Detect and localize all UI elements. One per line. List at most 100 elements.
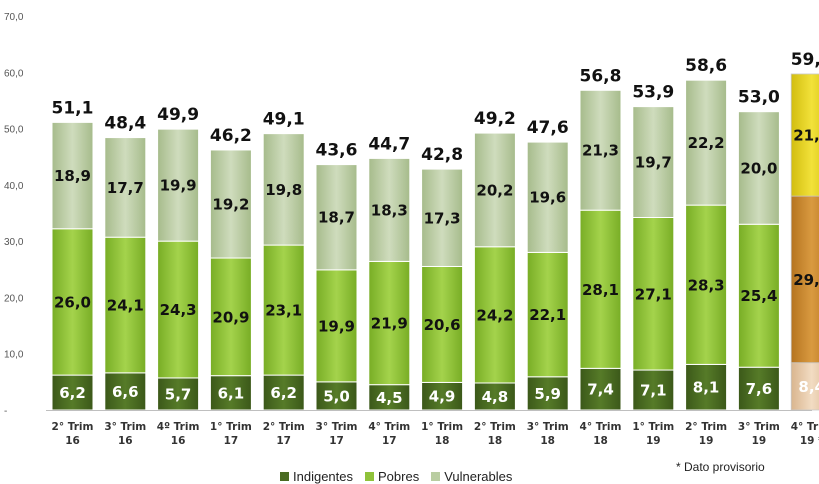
x-tick-label: 2° Trim 19 [685, 421, 727, 447]
bar-total-label: 48,4 [104, 114, 146, 134]
bar-total-label: 43,6 [316, 141, 358, 161]
x-tick-label: 1° Trim 19 [632, 421, 674, 447]
segment-value-label: 7,6 [746, 380, 773, 398]
segment-value-label: 27,1 [635, 285, 672, 303]
segment-value-label: 20,6 [424, 316, 461, 334]
legend-label-vulnerables: Vulnerables [444, 468, 513, 484]
bar-total-label: 53,0 [738, 88, 780, 108]
bar-segment-pobres [421, 265, 464, 383]
bar-segment-pobres [790, 195, 819, 364]
y-tick-label: 60,0 [4, 68, 24, 79]
segment-value-label: 17,7 [107, 179, 144, 197]
bar-total-label: 49,9 [157, 105, 199, 125]
footnote: * Dato provisorio [676, 460, 765, 474]
segment-value-label: 4,9 [429, 388, 456, 406]
segment-value-label: 19,2 [212, 195, 249, 213]
x-tick-label: 4º Trim 16 [157, 421, 200, 447]
y-tick-label: 50,0 [4, 125, 24, 136]
bar-segment-pobres [51, 228, 94, 376]
segment-value-label: 7,1 [640, 382, 667, 400]
bar-total-label: 53,9 [632, 83, 674, 103]
bar-segment-pobres [157, 240, 200, 379]
segment-value-label: 20,0 [740, 159, 777, 177]
bar-total-label: 44,7 [368, 134, 410, 154]
legend-label-indigentes: Indigentes [293, 468, 353, 484]
x-tick-label: 1° Trim 17 [210, 421, 252, 447]
bar-segment-vulnerables [737, 111, 780, 225]
y-tick-label: - [4, 406, 7, 417]
bar-segment-vulnerables [473, 132, 516, 248]
legend-item-pobres: Pobres [365, 469, 419, 484]
bar-segment-indigentes [526, 376, 569, 411]
x-tick-label: 4° Trim 17 [368, 421, 410, 447]
legend: Indigentes Pobres Vulnerables [280, 468, 513, 484]
segment-value-label: 22,1 [529, 306, 566, 324]
bar-segment-vulnerables [209, 149, 252, 259]
segment-value-label: 19,9 [160, 177, 197, 195]
bar-total-label: 42,8 [421, 145, 463, 165]
segment-value-label: 6,2 [59, 384, 86, 402]
bar-total-label: 51,1 [52, 98, 94, 118]
x-tick-label: 3° Trim 17 [316, 421, 358, 447]
segment-value-label: 5,7 [165, 385, 192, 403]
segment-value-label: 22,2 [688, 134, 725, 152]
segment-value-label: 25,4 [740, 287, 777, 305]
segment-value-label: 5,9 [534, 385, 561, 403]
segment-value-label: 19,8 [265, 181, 302, 199]
segment-value-label: 24,1 [107, 297, 144, 315]
bar-total-label: 58,6 [685, 56, 727, 76]
bar-segment-vulnerables [104, 137, 147, 238]
bar-segment-pobres [209, 257, 252, 377]
legend-swatch-pobres [365, 471, 374, 481]
legend-item-indigentes: Indigentes [280, 469, 353, 484]
bar-segment-vulnerables [51, 121, 94, 230]
bar-segment-pobres [579, 209, 622, 369]
segment-value-label: 19,9 [318, 317, 355, 335]
bar-segment-pobres [368, 260, 411, 386]
segment-value-label: 4,5 [376, 389, 403, 407]
bar-segment-indigentes [368, 384, 411, 411]
bar-total-label: 46,2 [210, 126, 252, 146]
bar-total-label: 49,1 [263, 110, 305, 130]
segment-value-label: 6,6 [112, 383, 139, 401]
segment-value-label: 20,2 [476, 181, 513, 199]
bar-segment-vulnerables [632, 106, 675, 219]
y-tick-label: 70,0 [4, 12, 24, 23]
segment-value-label: 20,9 [212, 308, 249, 326]
bar-segment-vulnerables [262, 133, 305, 246]
bar-segment-pobres [315, 269, 358, 383]
segment-value-label: 24,2 [476, 306, 513, 324]
segment-value-label: 23,1 [265, 302, 302, 320]
segment-value-label: 6,1 [218, 384, 245, 402]
bar-segment-pobres [104, 236, 147, 374]
bar-segment-vulnerables [315, 164, 358, 271]
segment-value-label: 5,0 [323, 387, 350, 405]
y-tick-label: 30,0 [4, 237, 24, 248]
bar-segment-indigentes [51, 374, 94, 411]
segment-value-label: 17,3 [424, 209, 461, 227]
bar-segment-vulnerables [685, 79, 728, 206]
bar-segment-pobres [526, 251, 569, 378]
bar-segment-vulnerables [368, 157, 411, 262]
bar-total-label: 56,8 [580, 66, 622, 86]
segment-value-label: 18,7 [318, 209, 355, 227]
segment-value-label: 21,9 [371, 315, 408, 333]
y-tick-label: 40,0 [4, 181, 24, 192]
segment-value-label: 28,1 [582, 281, 619, 299]
segment-value-label: 8,4 [798, 378, 819, 396]
segment-value-label: 21,3 [582, 142, 619, 160]
segment-value-label: 19,6 [529, 189, 566, 207]
x-axis: 2° Trim 16 3° Trim 16 4º Trim 16 1° Trim 17 2° T… [46, 410, 819, 447]
bar-segment-indigentes [104, 372, 147, 411]
segment-value-label: 7,4 [587, 381, 614, 399]
legend-label-pobres: Pobres [378, 468, 420, 484]
bars-group: 6,2 26,0 18,9 51,1 6,6 24,1 17,7 48,4 5,7 24,3 19,… [51, 50, 819, 411]
bar-segment-pobres [473, 246, 516, 384]
segment-value-label: 18,3 [371, 201, 408, 219]
bar-total-label: 49,2 [474, 109, 516, 129]
bar-segment-pobres [632, 217, 675, 371]
segment-value-label: 19,7 [635, 154, 672, 172]
bar-segment-pobres [685, 204, 728, 365]
